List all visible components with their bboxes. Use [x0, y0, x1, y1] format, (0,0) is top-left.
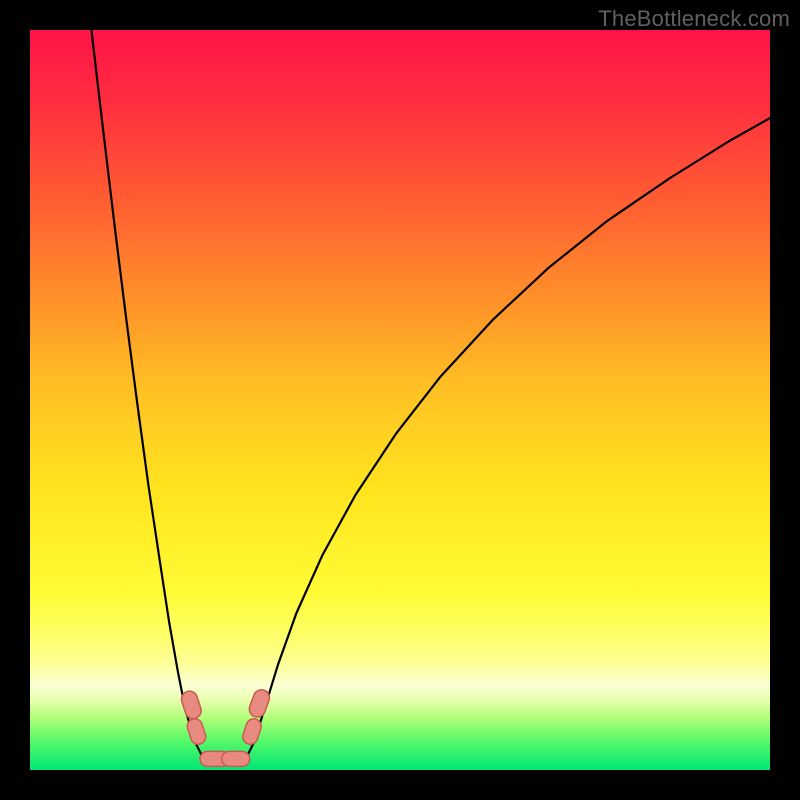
watermark-text: TheBottleneck.com [598, 6, 790, 32]
bottleneck-marker [222, 751, 250, 766]
bottleneck-marker [179, 689, 203, 721]
bottleneck-marker [247, 688, 272, 720]
bottleneck-marker [241, 717, 263, 746]
bottleneck-curve [30, 30, 770, 770]
chart-plot-area [30, 30, 770, 770]
bottleneck-marker [185, 717, 207, 746]
